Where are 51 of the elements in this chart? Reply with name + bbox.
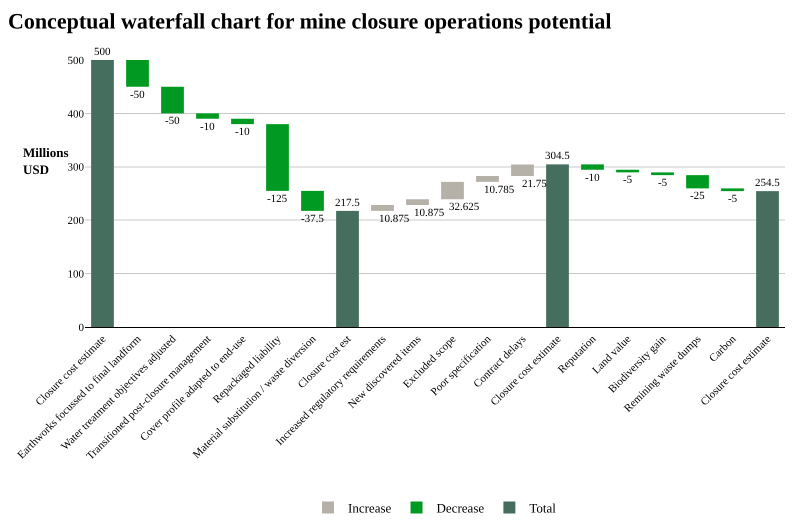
bar [511, 164, 534, 176]
data-label: -50 [165, 115, 180, 127]
data-label: 10.875 [379, 213, 410, 225]
data-label: 10.785 [484, 184, 515, 196]
bar [196, 113, 219, 119]
chart-title: Conceptual waterfall chart for mine closure operations potential [8, 8, 612, 34]
data-label: -5 [728, 193, 738, 205]
bar [126, 60, 149, 87]
legend-label: Decrease [436, 500, 484, 516]
bar [301, 190, 324, 211]
data-label: -5 [658, 177, 668, 189]
data-label: -25 [690, 190, 706, 202]
data-label: -50 [130, 89, 146, 101]
bar [161, 86, 184, 114]
data-label: -125 [267, 193, 288, 205]
bar [616, 170, 639, 172]
y-tick-label: 0 [78, 322, 84, 334]
bar [721, 188, 744, 192]
y-tick-label: 300 [68, 162, 84, 174]
bar [266, 124, 289, 191]
bar [756, 191, 779, 327]
data-label: 217.5 [335, 197, 360, 209]
legend-label: Increase [348, 500, 392, 516]
y-tick-label: 200 [68, 215, 84, 228]
y-axis-title: Millions USD [23, 145, 69, 177]
bar [686, 175, 709, 188]
data-label: -5 [623, 174, 633, 186]
data-label: 500 [94, 46, 111, 58]
legend-label: Total [529, 500, 556, 516]
bar [336, 210, 359, 327]
data-label: -10 [585, 172, 600, 184]
bar [371, 205, 394, 211]
bar [406, 199, 429, 206]
data-label: 21.75 [522, 178, 548, 190]
y-tick-label: 100 [68, 268, 84, 280]
bar [441, 182, 464, 200]
data-label: -37.5 [301, 213, 324, 225]
bar [581, 164, 604, 170]
y-tick-label: 500 [68, 54, 84, 67]
bar [546, 164, 569, 327]
data-label: 32.625 [449, 201, 480, 213]
data-label: 304.5 [545, 150, 570, 162]
data-label: 254.5 [755, 177, 780, 189]
data-label: -10 [200, 121, 216, 133]
bar [91, 60, 114, 327]
y-tick-label: 400 [68, 108, 84, 120]
data-label: -10 [235, 126, 250, 138]
data-label: 10.875 [414, 207, 445, 219]
bar [651, 172, 674, 176]
bar [231, 118, 254, 124]
bar [476, 176, 499, 182]
